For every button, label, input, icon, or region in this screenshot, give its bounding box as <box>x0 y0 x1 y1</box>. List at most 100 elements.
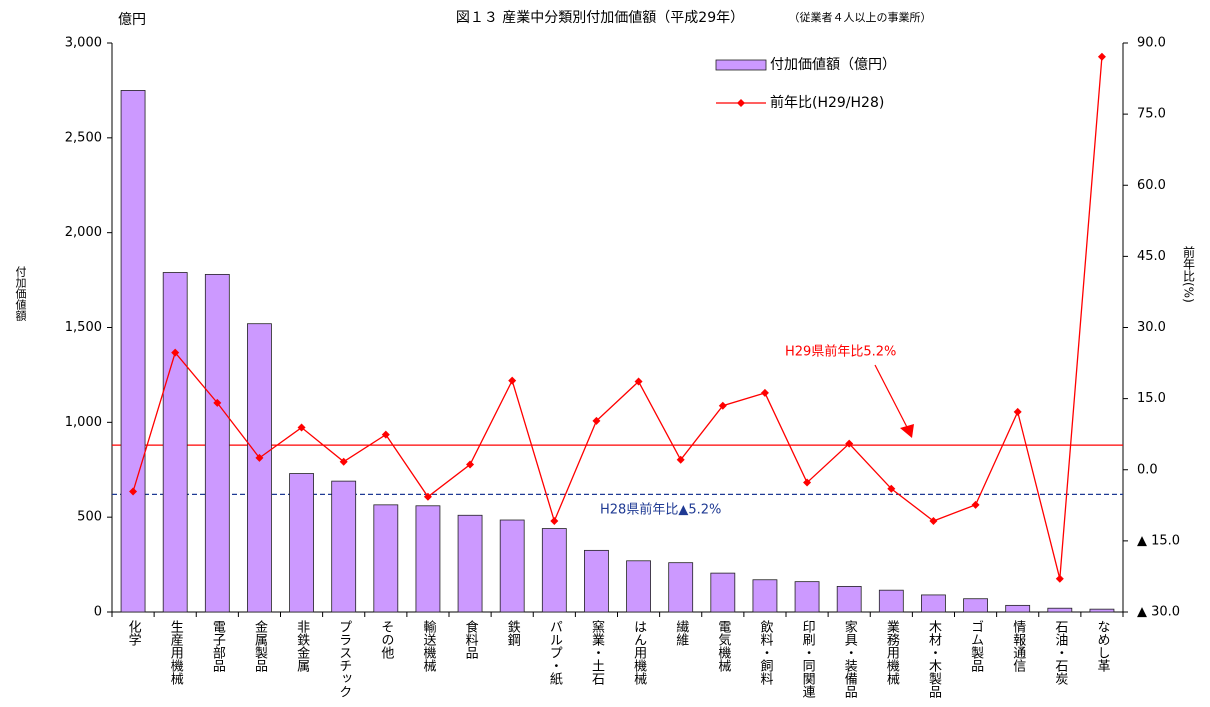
y2-tick-label: 30.0 <box>1137 320 1166 335</box>
bar <box>541 528 567 613</box>
marker <box>760 388 769 397</box>
y2-tick-label: 90.0 <box>1137 36 1166 51</box>
marker <box>634 377 643 386</box>
y-tick-label: 3,000 <box>65 36 102 51</box>
marker <box>171 348 180 357</box>
marker <box>297 423 306 432</box>
bar <box>289 473 314 613</box>
x-tick-label: 食料品 <box>463 619 479 659</box>
bar <box>710 572 736 613</box>
x-tick-label: その他 <box>378 620 394 660</box>
bar <box>247 323 272 613</box>
marker <box>550 516 559 525</box>
bar <box>1089 608 1115 613</box>
marker <box>845 439 854 448</box>
x-tick-label: 金属製品 <box>252 619 268 672</box>
bar <box>1005 604 1031 613</box>
x-tick-label: プラスチック <box>336 620 351 698</box>
annotation-arrow <box>874 364 911 434</box>
x-tick-label: 木材・木製品 <box>926 620 942 698</box>
marker <box>129 487 138 496</box>
marker <box>592 416 601 425</box>
x-tick-label: 情報通信 <box>1010 620 1026 672</box>
marker <box>508 376 517 385</box>
y2-tick-label: 15.0 <box>1137 391 1166 406</box>
x-tick-label: 印刷・同関連 <box>800 620 816 699</box>
x-tick-label: 飲料・飼料 <box>757 619 773 685</box>
arrow-head <box>900 424 914 438</box>
x-tick-label: 化学 <box>126 620 142 646</box>
y-tick-label: 1,500 <box>65 320 102 335</box>
marker <box>718 401 727 410</box>
bar <box>626 560 651 613</box>
line <box>132 56 1103 579</box>
legend-label: 前年比(H29/H28) <box>770 94 884 111</box>
bar <box>204 273 230 613</box>
marker <box>466 460 475 469</box>
marker <box>423 492 432 501</box>
bar <box>1047 607 1073 613</box>
marker <box>1013 407 1022 416</box>
reference-label: H29県前年比5.2% <box>785 344 896 360</box>
x-tick-label: パルプ・紙 <box>547 620 563 686</box>
bar <box>331 480 357 613</box>
legend-swatch <box>715 59 767 71</box>
marker <box>971 500 980 509</box>
bar <box>668 562 694 613</box>
x-tick-label: 家具・装備品 <box>842 619 858 698</box>
chart-subtitle: （従業者４人以上の事業所） <box>789 11 932 24</box>
bar <box>415 505 441 613</box>
y-tick-label: 0 <box>94 605 102 620</box>
bar <box>921 594 946 613</box>
marker <box>381 430 390 439</box>
x-tick-label: なめし革 <box>1094 620 1110 672</box>
bar <box>963 598 988 613</box>
marker <box>1097 52 1106 61</box>
bar <box>499 519 525 613</box>
y-tick-label: 2,500 <box>65 130 102 145</box>
bar <box>120 90 146 613</box>
bar <box>878 589 904 613</box>
x-tick-label: はん用機械 <box>631 620 647 685</box>
x-tick-label: 業務用機械 <box>884 619 900 685</box>
marker <box>929 516 938 525</box>
marker <box>213 398 222 407</box>
bar <box>836 585 862 613</box>
y2-tick-label: 60.0 <box>1137 178 1166 193</box>
y2-tick-label: 45.0 <box>1137 249 1166 264</box>
x-tick-label: 石油・石炭 <box>1052 620 1068 686</box>
x-tick-label: 窯業・土石 <box>589 620 605 685</box>
bar <box>457 514 483 613</box>
y2-tick-label: ▲ 30.0 <box>1137 605 1180 620</box>
x-tick-label: 電気機械 <box>715 620 731 672</box>
y-axis-label: 付加価値額 <box>14 266 27 322</box>
y-tick-label: 1,000 <box>65 415 102 430</box>
y-unit: 億円 <box>118 12 146 28</box>
reference-label: H28県前年比▲5.2% <box>600 502 721 518</box>
y2-tick-label: ▲ 15.0 <box>1137 533 1180 548</box>
chart-title: 図１３ 産業中分類別付加価値額（平成29年） <box>456 10 744 26</box>
bar <box>373 504 399 613</box>
x-tick-label: ゴム製品 <box>968 620 984 672</box>
x-tick-label: 生産用機械 <box>168 620 184 685</box>
y2-tick-label: 0.0 <box>1137 462 1158 477</box>
bar <box>794 581 820 613</box>
marker <box>255 453 264 462</box>
marker <box>887 484 896 493</box>
x-tick-label: 鉄鋼 <box>505 620 521 646</box>
y-tick-label: 2,000 <box>65 225 102 240</box>
y2-tick-label: 75.0 <box>1137 107 1166 122</box>
marker <box>339 457 348 466</box>
bar <box>584 549 609 613</box>
x-tick-label: 輸送機械 <box>420 620 436 672</box>
legend-marker <box>737 99 745 107</box>
x-tick-label: 繊維 <box>673 619 689 646</box>
bar <box>752 579 778 613</box>
marker <box>676 455 685 464</box>
legend-label: 付加価値額（億円） <box>770 57 896 73</box>
marker <box>803 478 812 487</box>
y2-axis-label: 前年比(%) <box>1182 245 1196 303</box>
x-tick-label: 非鉄金属 <box>294 620 310 673</box>
y-tick-label: 500 <box>77 510 102 525</box>
